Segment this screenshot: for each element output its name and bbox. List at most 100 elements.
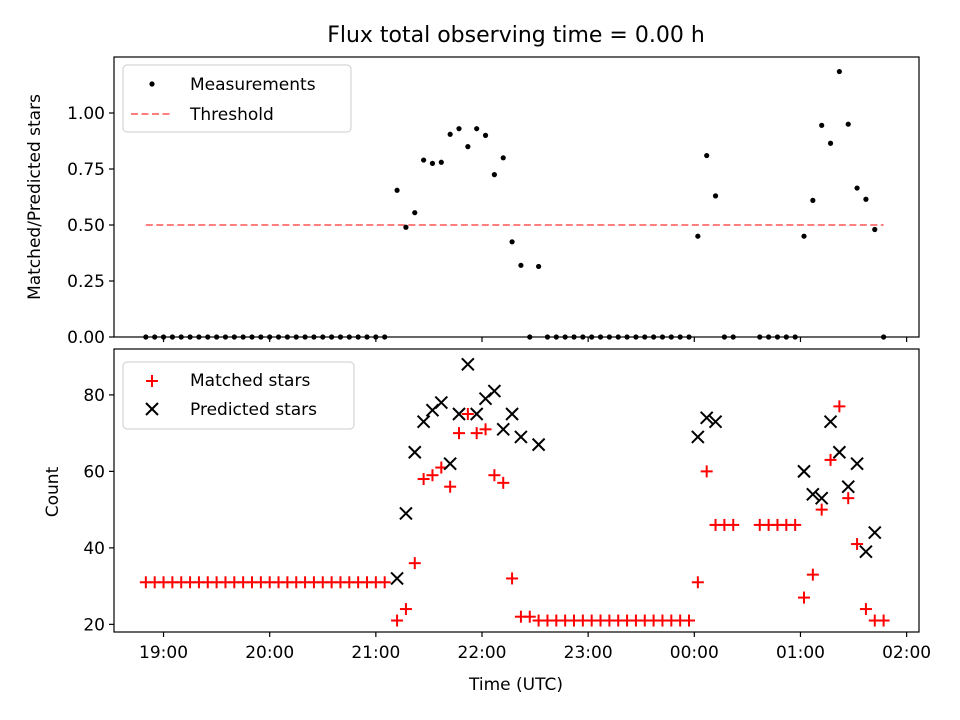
measurement-point xyxy=(447,131,453,137)
predicted-star-point xyxy=(859,544,873,559)
matched-star-point xyxy=(497,476,510,489)
measurement-point xyxy=(863,196,869,202)
measurement-point xyxy=(509,239,515,245)
top-legend: Measurements Threshold xyxy=(122,64,352,133)
measurement-point xyxy=(704,152,710,159)
x-tick-label: 21:00 xyxy=(351,643,400,663)
measurement-point xyxy=(474,126,480,132)
top-plot-area: 0.00 0.25 0.50 0.75 1.00 xyxy=(67,68,908,348)
matched-star-point xyxy=(815,503,828,516)
measurement-point xyxy=(827,140,834,146)
top-y-tick-label: 1.00 xyxy=(67,104,105,124)
predicted-star-point xyxy=(841,479,855,494)
predicted-star-point xyxy=(390,571,404,586)
predicted-star-point xyxy=(531,437,546,452)
bottom-legend: Matched stars Predicted stars xyxy=(122,361,355,430)
legend-matched-marker xyxy=(146,375,158,387)
predicted-star-point xyxy=(514,430,528,444)
top-legend-box xyxy=(122,64,352,133)
matched-star-point xyxy=(851,538,864,551)
matched-star-point xyxy=(391,614,404,627)
matched-star-point xyxy=(470,427,483,440)
predicted-star-point xyxy=(399,506,413,521)
matched-star-point xyxy=(859,603,872,616)
top-y-tick-label: 0.75 xyxy=(67,160,105,180)
matched-star-point xyxy=(806,568,819,581)
measurement-point xyxy=(421,157,427,163)
measurement-point xyxy=(810,197,816,203)
top-y-axis-label: Matched/Predicted stars xyxy=(25,94,45,300)
predicted-star-point xyxy=(691,430,705,444)
matched-star-point xyxy=(408,557,421,570)
bottom-axes-frame xyxy=(113,348,920,633)
measurement-point xyxy=(429,160,436,166)
predicted-star-point xyxy=(505,407,519,421)
predicted-star-point xyxy=(452,407,466,421)
x-tick-label: 22:00 xyxy=(458,643,507,663)
predicted-star-point xyxy=(416,414,431,429)
predicted-star-point xyxy=(487,384,502,398)
matched-star-point xyxy=(877,614,890,627)
bottom-y-tick-label: 60 xyxy=(83,462,105,482)
matched-star-point xyxy=(789,518,802,531)
matched-star-point xyxy=(378,576,391,589)
matched-star-point xyxy=(833,400,846,413)
measurement-point xyxy=(801,233,807,239)
measurement-point xyxy=(695,233,701,239)
matched-star-point xyxy=(824,453,837,466)
bottom-y-axis-label: Count xyxy=(43,466,63,517)
matched-star-point xyxy=(691,576,704,589)
bottom-y-tick-label: 40 xyxy=(83,539,105,559)
chart-title: Flux total observing time = 0.00 h xyxy=(327,23,705,48)
measurement-point xyxy=(482,132,489,138)
top-panel: Flux total observing time = 0.00 h 0.000… xyxy=(25,23,920,348)
top-y-tick-label: 0.50 xyxy=(67,216,105,236)
bottom-plot-area: 20 40 60 80 19:00 20:00 21:00 22:00 23:00 00:00 01… xyxy=(83,357,931,663)
x-tick-label: 20:00 xyxy=(245,643,294,663)
x-tick-label: 23:00 xyxy=(564,643,613,663)
predicted-star-point xyxy=(461,357,475,372)
measurement-point xyxy=(712,193,719,199)
matched-star-point xyxy=(842,492,855,505)
matched-star-point xyxy=(683,614,695,627)
measurement-point xyxy=(872,226,878,233)
matched-star-point xyxy=(506,572,519,585)
legend-matched-label: Matched stars xyxy=(190,371,310,391)
measurement-point xyxy=(854,185,860,191)
predicted-star-point xyxy=(823,414,838,429)
matched-star-point xyxy=(426,469,439,482)
x-tick-label: 19:00 xyxy=(139,643,188,663)
predicted-star-point xyxy=(806,487,820,502)
predicted-star-point xyxy=(868,525,882,540)
measurement-point xyxy=(836,68,842,75)
legend-predicted-marker xyxy=(145,402,159,416)
predicted-star-point xyxy=(850,457,864,471)
matched-star-point xyxy=(798,591,810,604)
measurement-point xyxy=(438,159,444,165)
measurement-point xyxy=(403,224,409,230)
measurement-point xyxy=(465,144,471,150)
measurement-point xyxy=(456,126,462,132)
predicted-star-point xyxy=(797,464,811,479)
predicted-star-point xyxy=(708,414,723,429)
matched-star-point xyxy=(523,610,536,623)
measurement-point xyxy=(536,263,542,270)
top-y-tick-label: 0.00 xyxy=(67,328,105,348)
predicted-star-point xyxy=(443,457,457,471)
measurement-point xyxy=(518,262,524,268)
matched-star-point xyxy=(727,518,740,531)
top-axes-frame xyxy=(113,56,920,338)
x-tick-label: 02:00 xyxy=(882,643,931,663)
predicted-star-point xyxy=(408,445,422,459)
measurement-point xyxy=(819,122,825,128)
matched-star-point xyxy=(700,465,713,478)
measurement-point xyxy=(491,172,497,178)
measurement-point xyxy=(394,187,400,193)
legend-threshold-label: Threshold xyxy=(189,105,274,125)
matched-star-point xyxy=(488,469,501,482)
predicted-star-point xyxy=(832,445,847,459)
bottom-panel: 20 40 60 80 19:00 20:00 21:00 22:00 23:00 00:00 01… xyxy=(43,348,931,695)
top-y-tick-label: 0.25 xyxy=(67,272,105,292)
measurement-point xyxy=(845,121,851,127)
x-tick-label: 01:00 xyxy=(776,643,825,663)
